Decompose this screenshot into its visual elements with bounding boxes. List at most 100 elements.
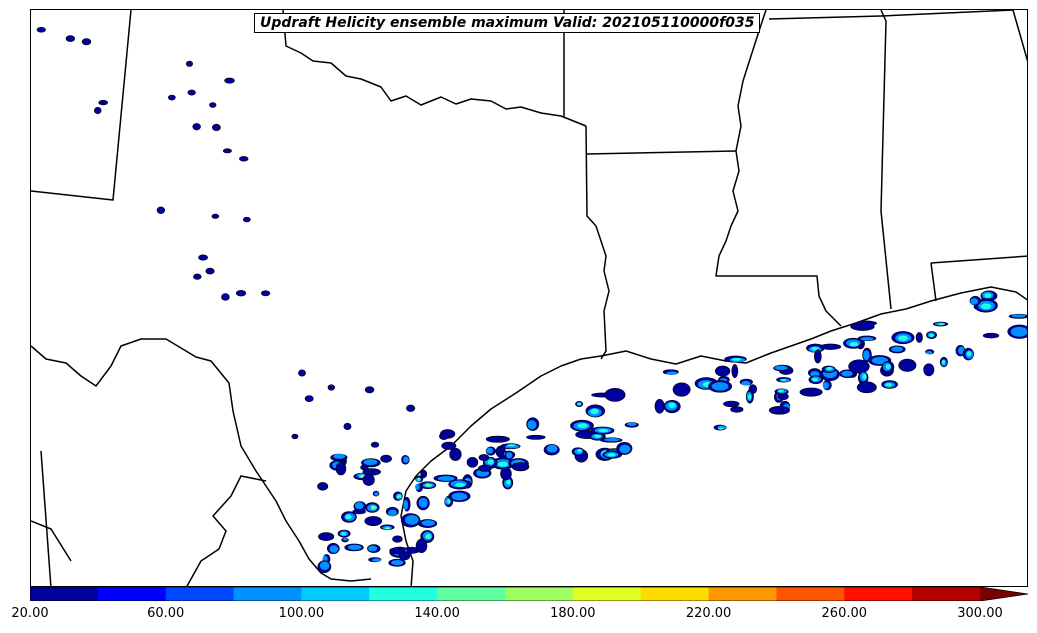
colorbar-tick-label: 140.00 xyxy=(414,606,460,621)
helicity-cell xyxy=(352,508,366,515)
helicity-cell xyxy=(362,474,375,486)
helicity-cell xyxy=(441,441,457,450)
colorbar-bin xyxy=(640,587,710,601)
helicity-cell xyxy=(36,26,46,33)
helicity-cell xyxy=(594,434,602,438)
helicity-cell xyxy=(777,389,784,393)
colorbar-bin xyxy=(301,587,370,601)
helicity-cell xyxy=(485,435,510,443)
helicity-cell xyxy=(455,482,466,488)
helicity-cell xyxy=(768,405,790,415)
helicity-cell xyxy=(723,400,740,408)
helicity-cell xyxy=(1011,314,1026,318)
helicity-cell xyxy=(826,366,833,371)
helicity-cell xyxy=(343,422,352,431)
helicity-cell xyxy=(1010,326,1027,337)
helicity-cell xyxy=(527,420,537,430)
helicity-cell xyxy=(984,293,992,298)
helicity-cell xyxy=(487,459,494,465)
colorbar-tick-label: 260.00 xyxy=(821,606,868,621)
helicity-cell xyxy=(486,447,494,454)
helicity-cell xyxy=(923,363,935,377)
helicity-cell xyxy=(368,545,378,552)
helicity-cell xyxy=(242,216,251,223)
ms-al-border xyxy=(880,10,892,310)
helicity-cell xyxy=(714,365,731,377)
helicity-cell xyxy=(362,468,381,476)
colorbar-bins xyxy=(30,587,1028,601)
helicity-cell xyxy=(317,482,329,491)
helicity-cell xyxy=(546,444,558,453)
helicity-contours xyxy=(36,26,1027,574)
helicity-cell xyxy=(81,38,92,46)
sabine-border xyxy=(585,125,610,360)
helicity-cell xyxy=(849,342,859,347)
helicity-cell xyxy=(799,387,823,397)
helicity-cell xyxy=(212,123,221,131)
ar-la-border xyxy=(586,150,737,155)
helicity-cell xyxy=(235,289,247,297)
helicity-cell xyxy=(478,454,490,462)
state-boundaries xyxy=(31,10,1027,586)
helicity-cell xyxy=(343,537,348,541)
helicity-cell xyxy=(980,303,992,310)
helicity-cell xyxy=(898,335,908,341)
helicity-cell xyxy=(780,378,787,382)
helicity-cell xyxy=(741,381,751,386)
helicity-cell xyxy=(415,538,428,553)
helicity-cell xyxy=(814,349,822,364)
helicity-cell xyxy=(507,444,516,447)
helicity-cell xyxy=(811,377,819,382)
helicity-cell xyxy=(506,452,513,459)
helicity-cell xyxy=(848,359,870,374)
helicity-cell xyxy=(417,477,420,480)
helicity-cell xyxy=(718,427,724,430)
helicity-cell xyxy=(478,464,492,472)
colorbar-tick-label: 220.00 xyxy=(685,606,732,621)
helicity-cell xyxy=(420,469,428,479)
helicity-cell xyxy=(329,545,339,553)
helicity-cell xyxy=(604,387,626,402)
helicity-cell xyxy=(198,254,208,261)
helicity-cell xyxy=(185,60,193,67)
helicity-cell xyxy=(335,462,347,476)
colorbar-bin xyxy=(505,587,574,601)
helicity-cell xyxy=(333,453,346,459)
gulf-coastline xyxy=(400,286,1027,586)
colorbar-tick-label: 60.00 xyxy=(147,606,185,621)
helicity-cell xyxy=(498,461,509,467)
helicity-cell xyxy=(187,89,196,96)
colorbar-tick-label: 100.00 xyxy=(278,606,325,621)
helicity-cell xyxy=(363,459,378,466)
helicity-cell xyxy=(156,206,165,215)
helicity-cell xyxy=(500,467,512,481)
helicity-cell xyxy=(405,514,419,525)
helicity-cell xyxy=(855,320,877,326)
helicity-cell xyxy=(391,560,404,566)
helicity-cell xyxy=(98,100,109,106)
helicity-cell xyxy=(261,290,271,297)
colorbar-bin xyxy=(572,587,642,601)
tn-border xyxy=(768,10,1014,20)
colorbar-bin xyxy=(708,587,777,601)
colorbar-tick-label: 180.00 xyxy=(550,606,596,621)
helicity-cell xyxy=(396,495,399,498)
al-ga-border xyxy=(1012,10,1027,62)
helicity-cell xyxy=(506,479,511,485)
helicity-cell xyxy=(654,398,665,414)
helicity-cell xyxy=(970,298,979,305)
helicity-cell xyxy=(65,35,76,42)
map-panel xyxy=(30,9,1028,587)
helicity-cell xyxy=(426,483,429,486)
helicity-cell xyxy=(340,532,347,536)
helicity-cell xyxy=(403,499,409,510)
helicity-cell xyxy=(291,433,299,440)
colorbar-bin xyxy=(776,587,845,601)
helicity-cell xyxy=(319,561,330,570)
red-river-border xyxy=(282,10,587,127)
helicity-cell xyxy=(626,422,637,426)
helicity-cell xyxy=(511,461,530,472)
helicity-cell xyxy=(447,499,451,504)
helicity-cell xyxy=(372,558,382,562)
map-canvas xyxy=(31,10,1027,586)
